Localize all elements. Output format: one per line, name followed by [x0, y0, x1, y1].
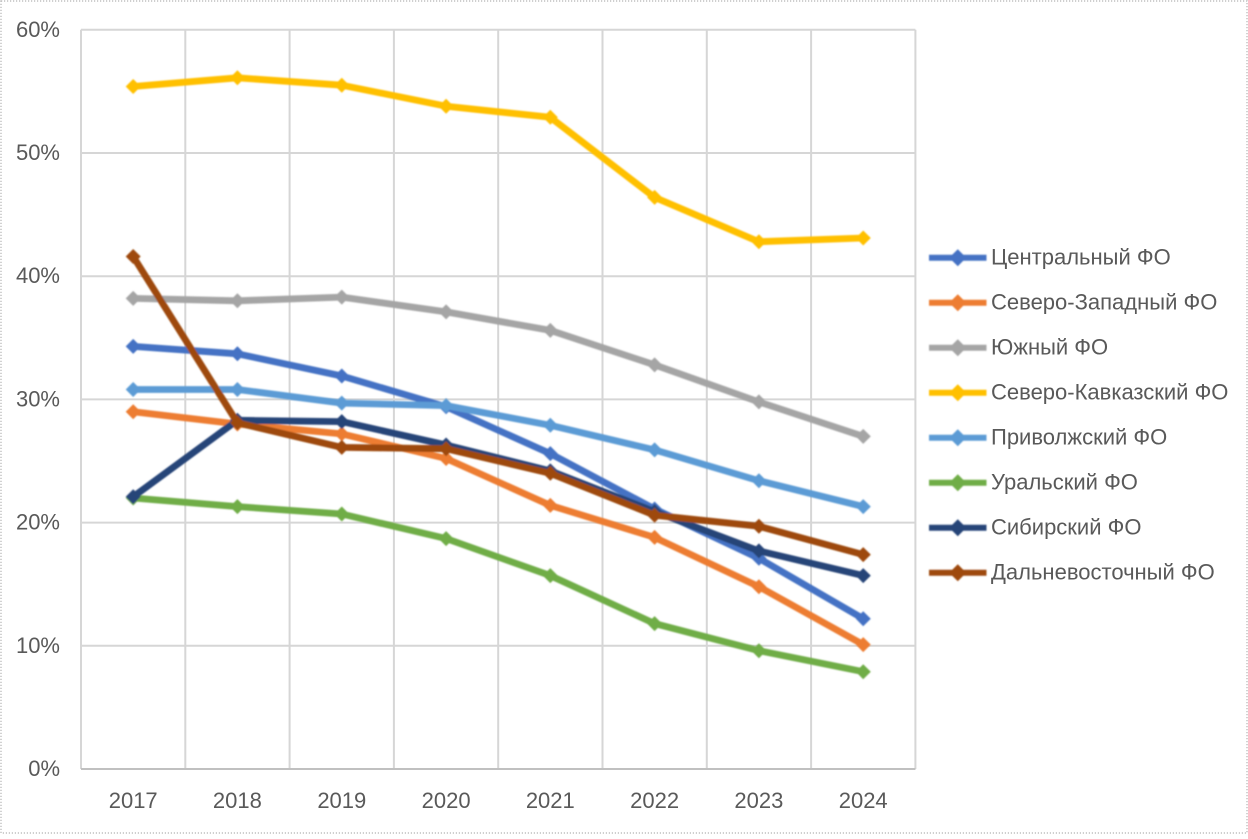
svg-text:Южный ФО: Южный ФО [991, 335, 1108, 360]
svg-text:2022: 2022 [630, 788, 679, 813]
svg-text:Приволжский ФО: Приволжский ФО [991, 425, 1167, 450]
svg-text:Центральный ФО: Центральный ФО [991, 245, 1171, 270]
svg-text:2020: 2020 [422, 788, 471, 813]
svg-text:40%: 40% [16, 263, 60, 288]
svg-text:2021: 2021 [526, 788, 575, 813]
svg-text:Северо-Кавказский ФО: Северо-Кавказский ФО [991, 380, 1228, 405]
svg-text:2023: 2023 [734, 788, 783, 813]
svg-text:Дальневосточный ФО: Дальневосточный ФО [991, 560, 1215, 585]
svg-text:Сибирский ФО: Сибирский ФО [991, 515, 1141, 540]
svg-text:10%: 10% [16, 633, 60, 658]
svg-text:Северо-Западный ФО: Северо-Западный ФО [991, 290, 1217, 315]
svg-text:2024: 2024 [839, 788, 888, 813]
svg-text:0%: 0% [28, 756, 60, 781]
svg-text:60%: 60% [16, 17, 60, 42]
svg-text:Уральский ФО: Уральский ФО [991, 470, 1138, 495]
svg-text:2018: 2018 [213, 788, 262, 813]
svg-text:20%: 20% [16, 510, 60, 535]
svg-text:30%: 30% [16, 386, 60, 411]
svg-text:2017: 2017 [109, 788, 158, 813]
svg-text:2019: 2019 [317, 788, 366, 813]
svg-text:50%: 50% [16, 140, 60, 165]
